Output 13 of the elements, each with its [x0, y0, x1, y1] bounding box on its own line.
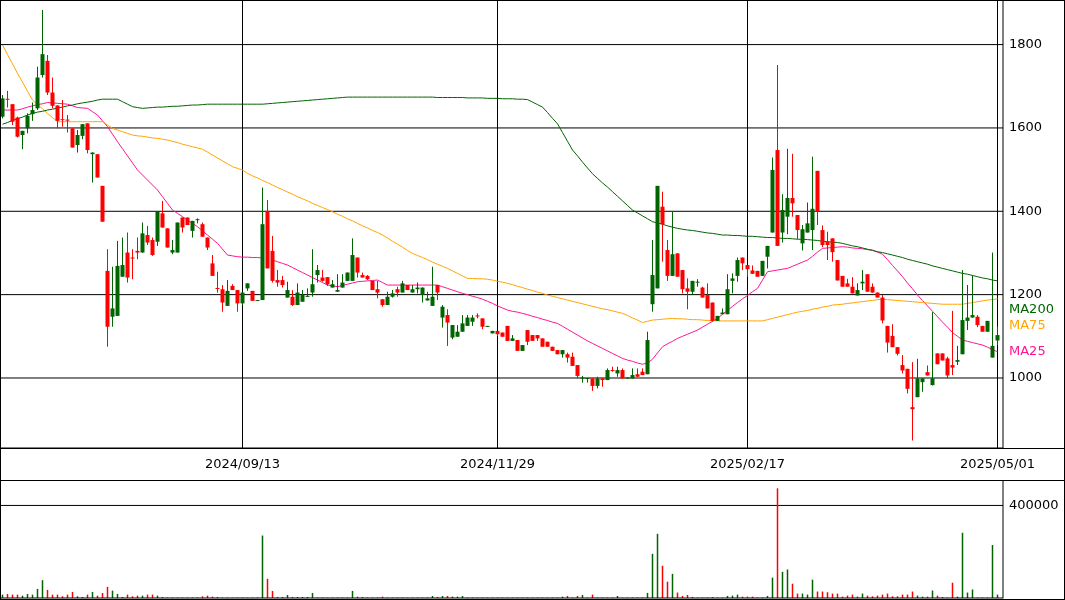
- y-tick-label: 1600: [1009, 119, 1043, 135]
- y-tick-label: 400000: [1009, 496, 1059, 512]
- y-tick-label: 1400: [1009, 202, 1043, 218]
- x-tick-label: 2025/05/01: [960, 455, 1035, 471]
- y-tick-label: 1800: [1009, 36, 1043, 52]
- series-label: MA25: [1009, 343, 1046, 359]
- x-tick-label: 2024/09/13: [205, 455, 280, 471]
- series-label: MA75: [1009, 317, 1046, 333]
- x-tick-label: 2025/02/17: [710, 455, 785, 471]
- y-tick-label: 1200: [1009, 286, 1043, 302]
- y-tick-label: 1000: [1009, 369, 1043, 385]
- series-label: MA200: [1009, 301, 1054, 317]
- x-tick-label: 2024/11/29: [460, 455, 535, 471]
